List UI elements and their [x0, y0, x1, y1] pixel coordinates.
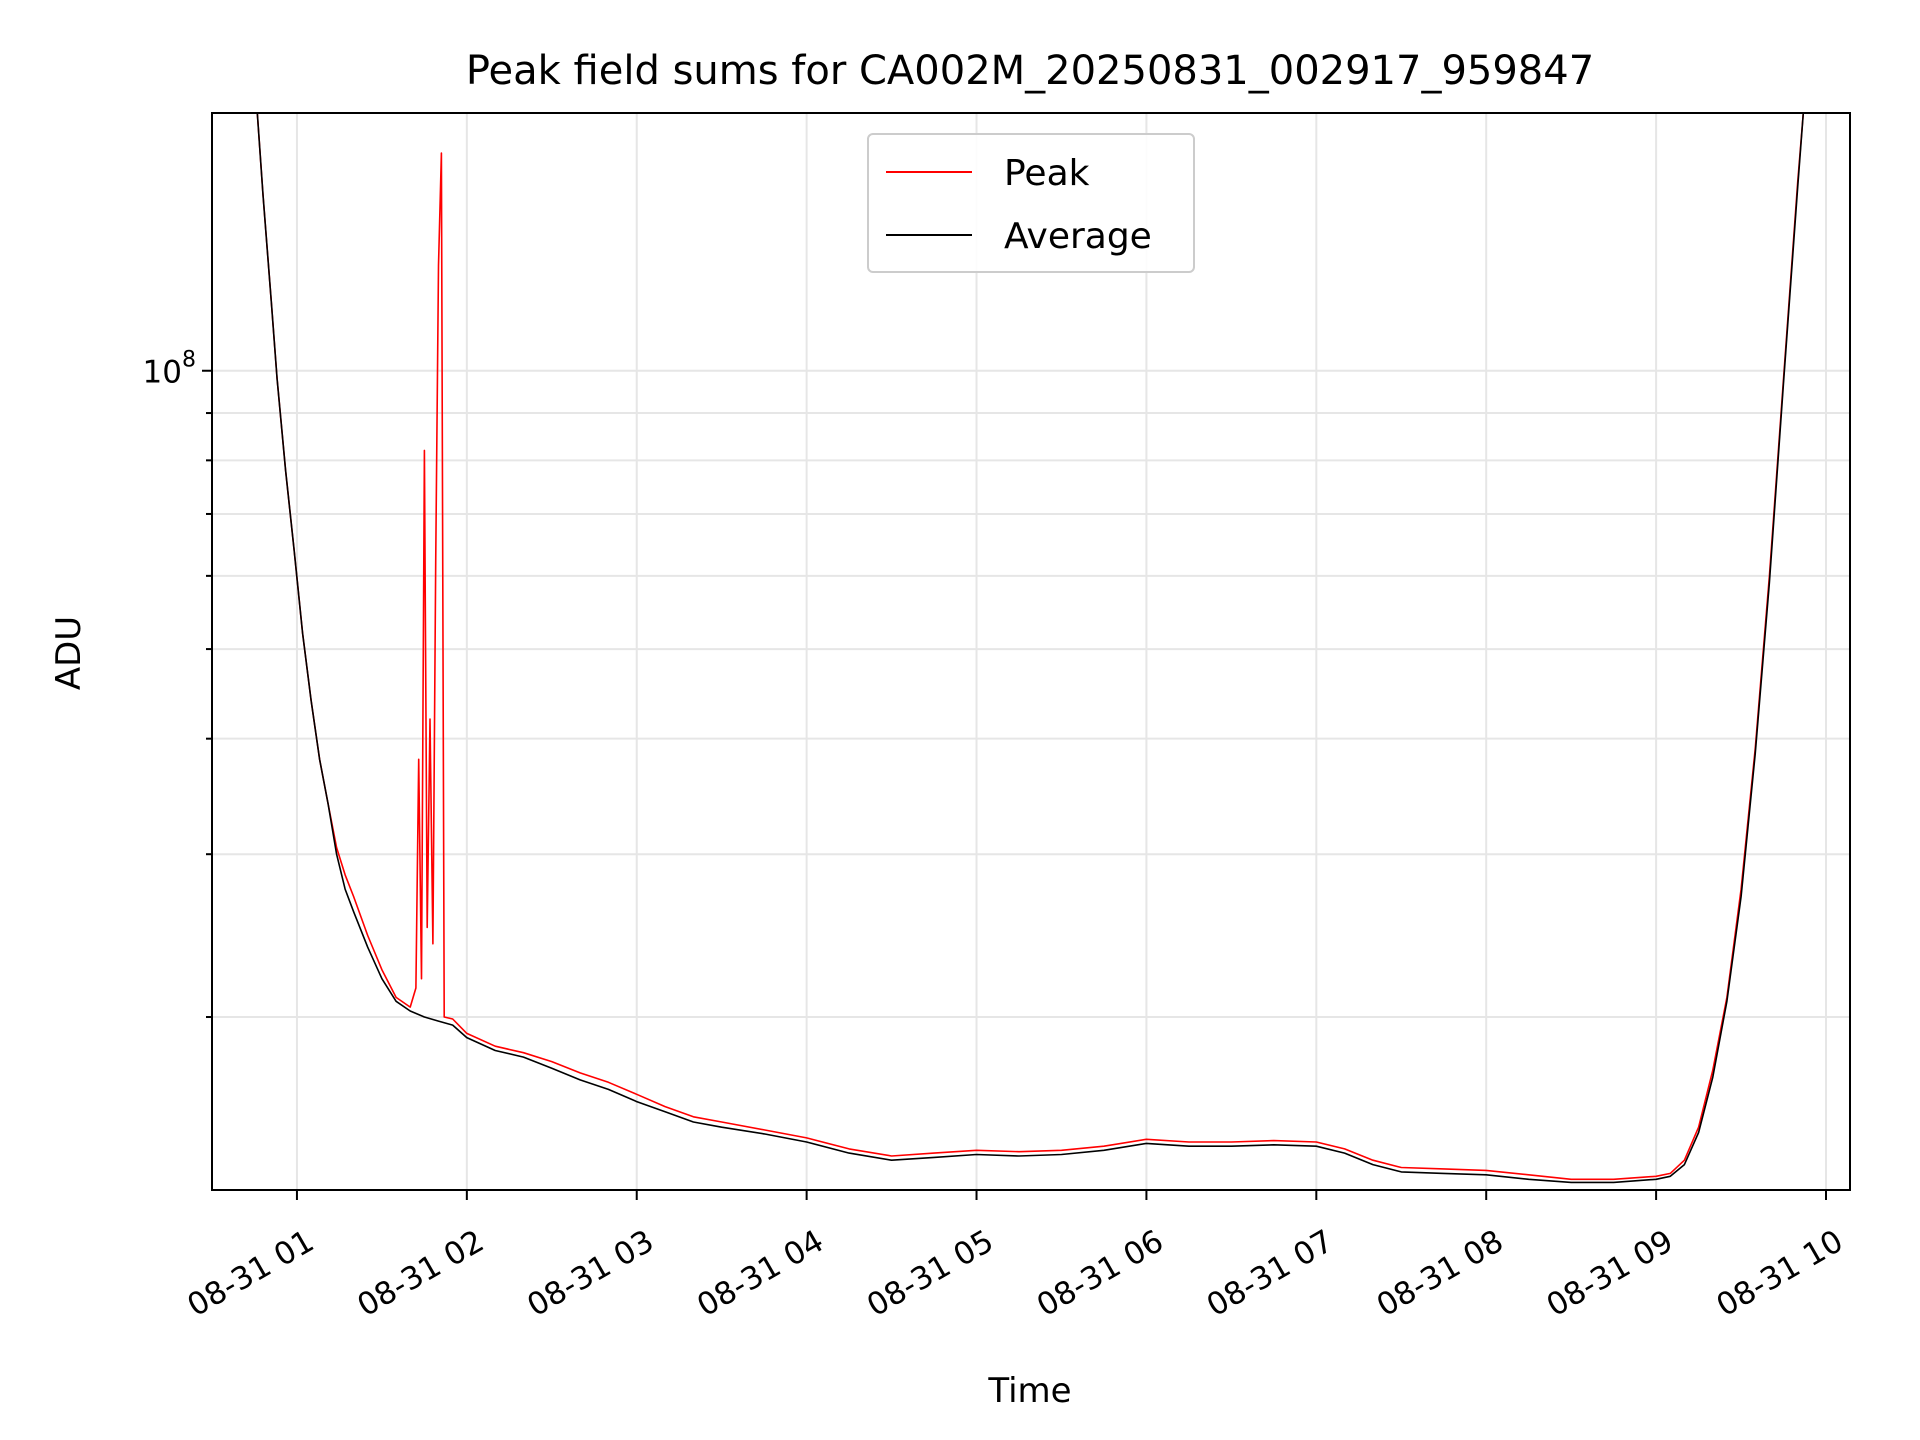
plot-frame [211, 112, 1851, 1191]
legend-box [867, 133, 1195, 273]
y-axis-label: ADU [49, 616, 89, 690]
legend-label-peak: Peak [1004, 153, 1090, 194]
series-line-peak [256, 113, 1805, 1181]
chart-title: Peak field sums for CA002M_20250831_0029… [466, 48, 1594, 94]
grid-layer [212, 113, 1850, 1190]
legend-label-average: Average [1004, 216, 1152, 257]
legend: Peak Average [867, 133, 1195, 273]
x-axis-label: Time [987, 1371, 1071, 1411]
series-line-average [256, 113, 1805, 1184]
series-layer [256, 113, 1805, 1184]
